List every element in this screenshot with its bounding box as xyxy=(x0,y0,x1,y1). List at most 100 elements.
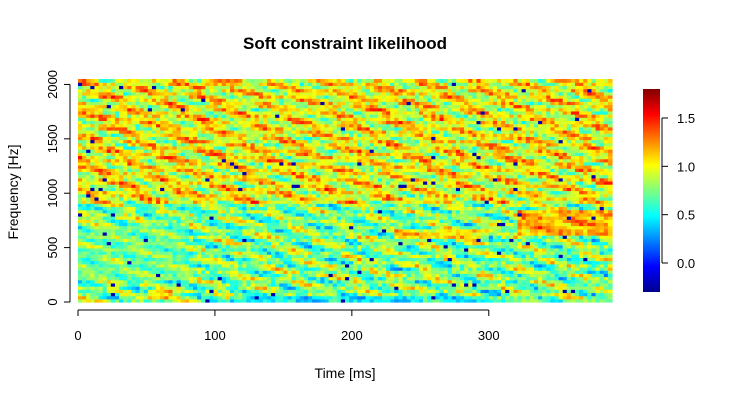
heatmap-cell xyxy=(279,231,284,236)
heatmap-cell xyxy=(595,270,601,274)
heatmap-cell xyxy=(266,298,272,303)
heatmap-cell xyxy=(308,266,313,271)
heatmap-cell xyxy=(258,196,264,201)
heatmap-cell xyxy=(90,282,96,287)
heatmap-cell xyxy=(127,260,132,265)
heatmap-cell xyxy=(184,295,190,300)
heatmap-cell xyxy=(599,298,605,303)
heatmap-cell xyxy=(106,212,112,217)
heatmap-cell xyxy=(98,215,104,220)
heatmap-cell xyxy=(254,215,260,220)
heatmap-cell xyxy=(377,247,383,252)
heatmap-cell xyxy=(262,231,268,236)
heatmap-cell xyxy=(521,292,527,297)
heatmap-cell xyxy=(435,270,441,274)
heatmap-cell xyxy=(607,206,613,211)
heatmap-cell xyxy=(328,251,334,255)
heatmap-cell xyxy=(435,209,441,214)
heatmap-cell xyxy=(275,247,280,252)
heatmap-cell xyxy=(583,282,588,287)
heatmap-cell xyxy=(258,263,264,268)
heatmap-cell xyxy=(303,298,309,303)
heatmap-cell xyxy=(90,247,96,252)
heatmap-cell xyxy=(176,276,182,281)
heatmap-cell xyxy=(488,219,494,223)
heatmap-cell xyxy=(472,289,478,294)
heatmap-cell xyxy=(279,257,284,262)
heatmap-cell xyxy=(570,251,576,255)
heatmap-cell xyxy=(595,200,601,204)
heatmap-cell xyxy=(127,244,132,249)
heatmap-cell xyxy=(484,180,490,185)
heatmap-cell xyxy=(365,292,371,297)
heatmap-cell xyxy=(480,247,486,252)
heatmap-cell xyxy=(583,298,588,303)
heatmap-cell xyxy=(410,298,416,303)
heatmap-cell xyxy=(336,289,342,294)
heatmap-cell xyxy=(591,184,597,188)
heatmap-cell xyxy=(418,180,424,185)
heatmap-cell xyxy=(558,266,564,271)
heatmap-cell xyxy=(418,225,424,230)
heatmap-cell xyxy=(538,219,543,223)
heatmap-cell xyxy=(381,241,387,246)
heatmap-cell xyxy=(501,298,506,303)
heatmap-cell xyxy=(377,286,383,290)
heatmap-cell xyxy=(562,295,568,300)
heatmap-cell xyxy=(599,238,605,243)
heatmap-cell xyxy=(353,187,358,192)
heatmap-cell xyxy=(172,251,178,255)
heatmap-cell xyxy=(484,203,490,208)
heatmap-cell xyxy=(262,260,268,265)
heatmap-cell xyxy=(143,244,149,249)
heatmap-cell xyxy=(542,187,547,192)
heatmap-cell xyxy=(599,203,605,208)
heatmap-cell xyxy=(102,263,108,268)
heatmap-cell xyxy=(160,289,165,294)
heatmap-cell xyxy=(184,225,190,230)
heatmap-cell xyxy=(369,203,375,208)
heatmap-cell xyxy=(328,273,334,278)
heatmap-cell xyxy=(595,190,601,195)
heatmap-cell xyxy=(119,235,124,239)
heatmap-cell xyxy=(579,190,584,195)
heatmap-cell xyxy=(377,200,383,204)
heatmap-cell xyxy=(599,184,605,188)
heatmap-cell xyxy=(279,193,284,198)
heatmap-cell xyxy=(324,212,330,217)
heatmap-cell xyxy=(377,263,383,268)
heatmap-cell xyxy=(197,273,202,278)
heatmap-cell xyxy=(414,266,420,271)
heatmap-cell xyxy=(262,225,268,230)
heatmap-cell xyxy=(114,184,120,188)
heatmap-cell xyxy=(492,241,498,246)
heatmap-cell xyxy=(299,228,305,233)
heatmap-cell xyxy=(455,228,461,233)
heatmap-cell xyxy=(139,203,145,208)
heatmap-cell xyxy=(287,295,293,300)
heatmap-cell xyxy=(295,270,301,274)
heatmap-cell xyxy=(86,209,91,214)
heatmap-cell xyxy=(205,270,211,274)
heatmap-cell xyxy=(135,190,141,195)
heatmap-cell xyxy=(357,257,363,262)
heatmap-cell xyxy=(254,228,260,233)
heatmap-cell xyxy=(86,270,91,274)
heatmap-cell xyxy=(558,292,564,297)
heatmap-cell xyxy=(295,212,301,217)
heatmap-cell xyxy=(345,184,350,188)
heatmap-cell xyxy=(172,180,178,185)
heatmap-cell xyxy=(197,247,202,252)
heatmap-cell xyxy=(484,231,490,236)
heatmap-cell xyxy=(447,209,453,214)
heatmap-cell xyxy=(521,190,527,195)
heatmap-cell xyxy=(402,247,408,252)
heatmap-cell xyxy=(78,212,83,217)
heatmap-cell xyxy=(357,196,363,201)
heatmap-cell xyxy=(492,187,498,192)
heatmap-cell xyxy=(480,298,486,303)
heatmap-cell xyxy=(546,190,551,195)
heatmap-cell xyxy=(365,219,371,223)
heatmap-cell xyxy=(570,257,576,262)
heatmap-cell xyxy=(513,257,519,262)
